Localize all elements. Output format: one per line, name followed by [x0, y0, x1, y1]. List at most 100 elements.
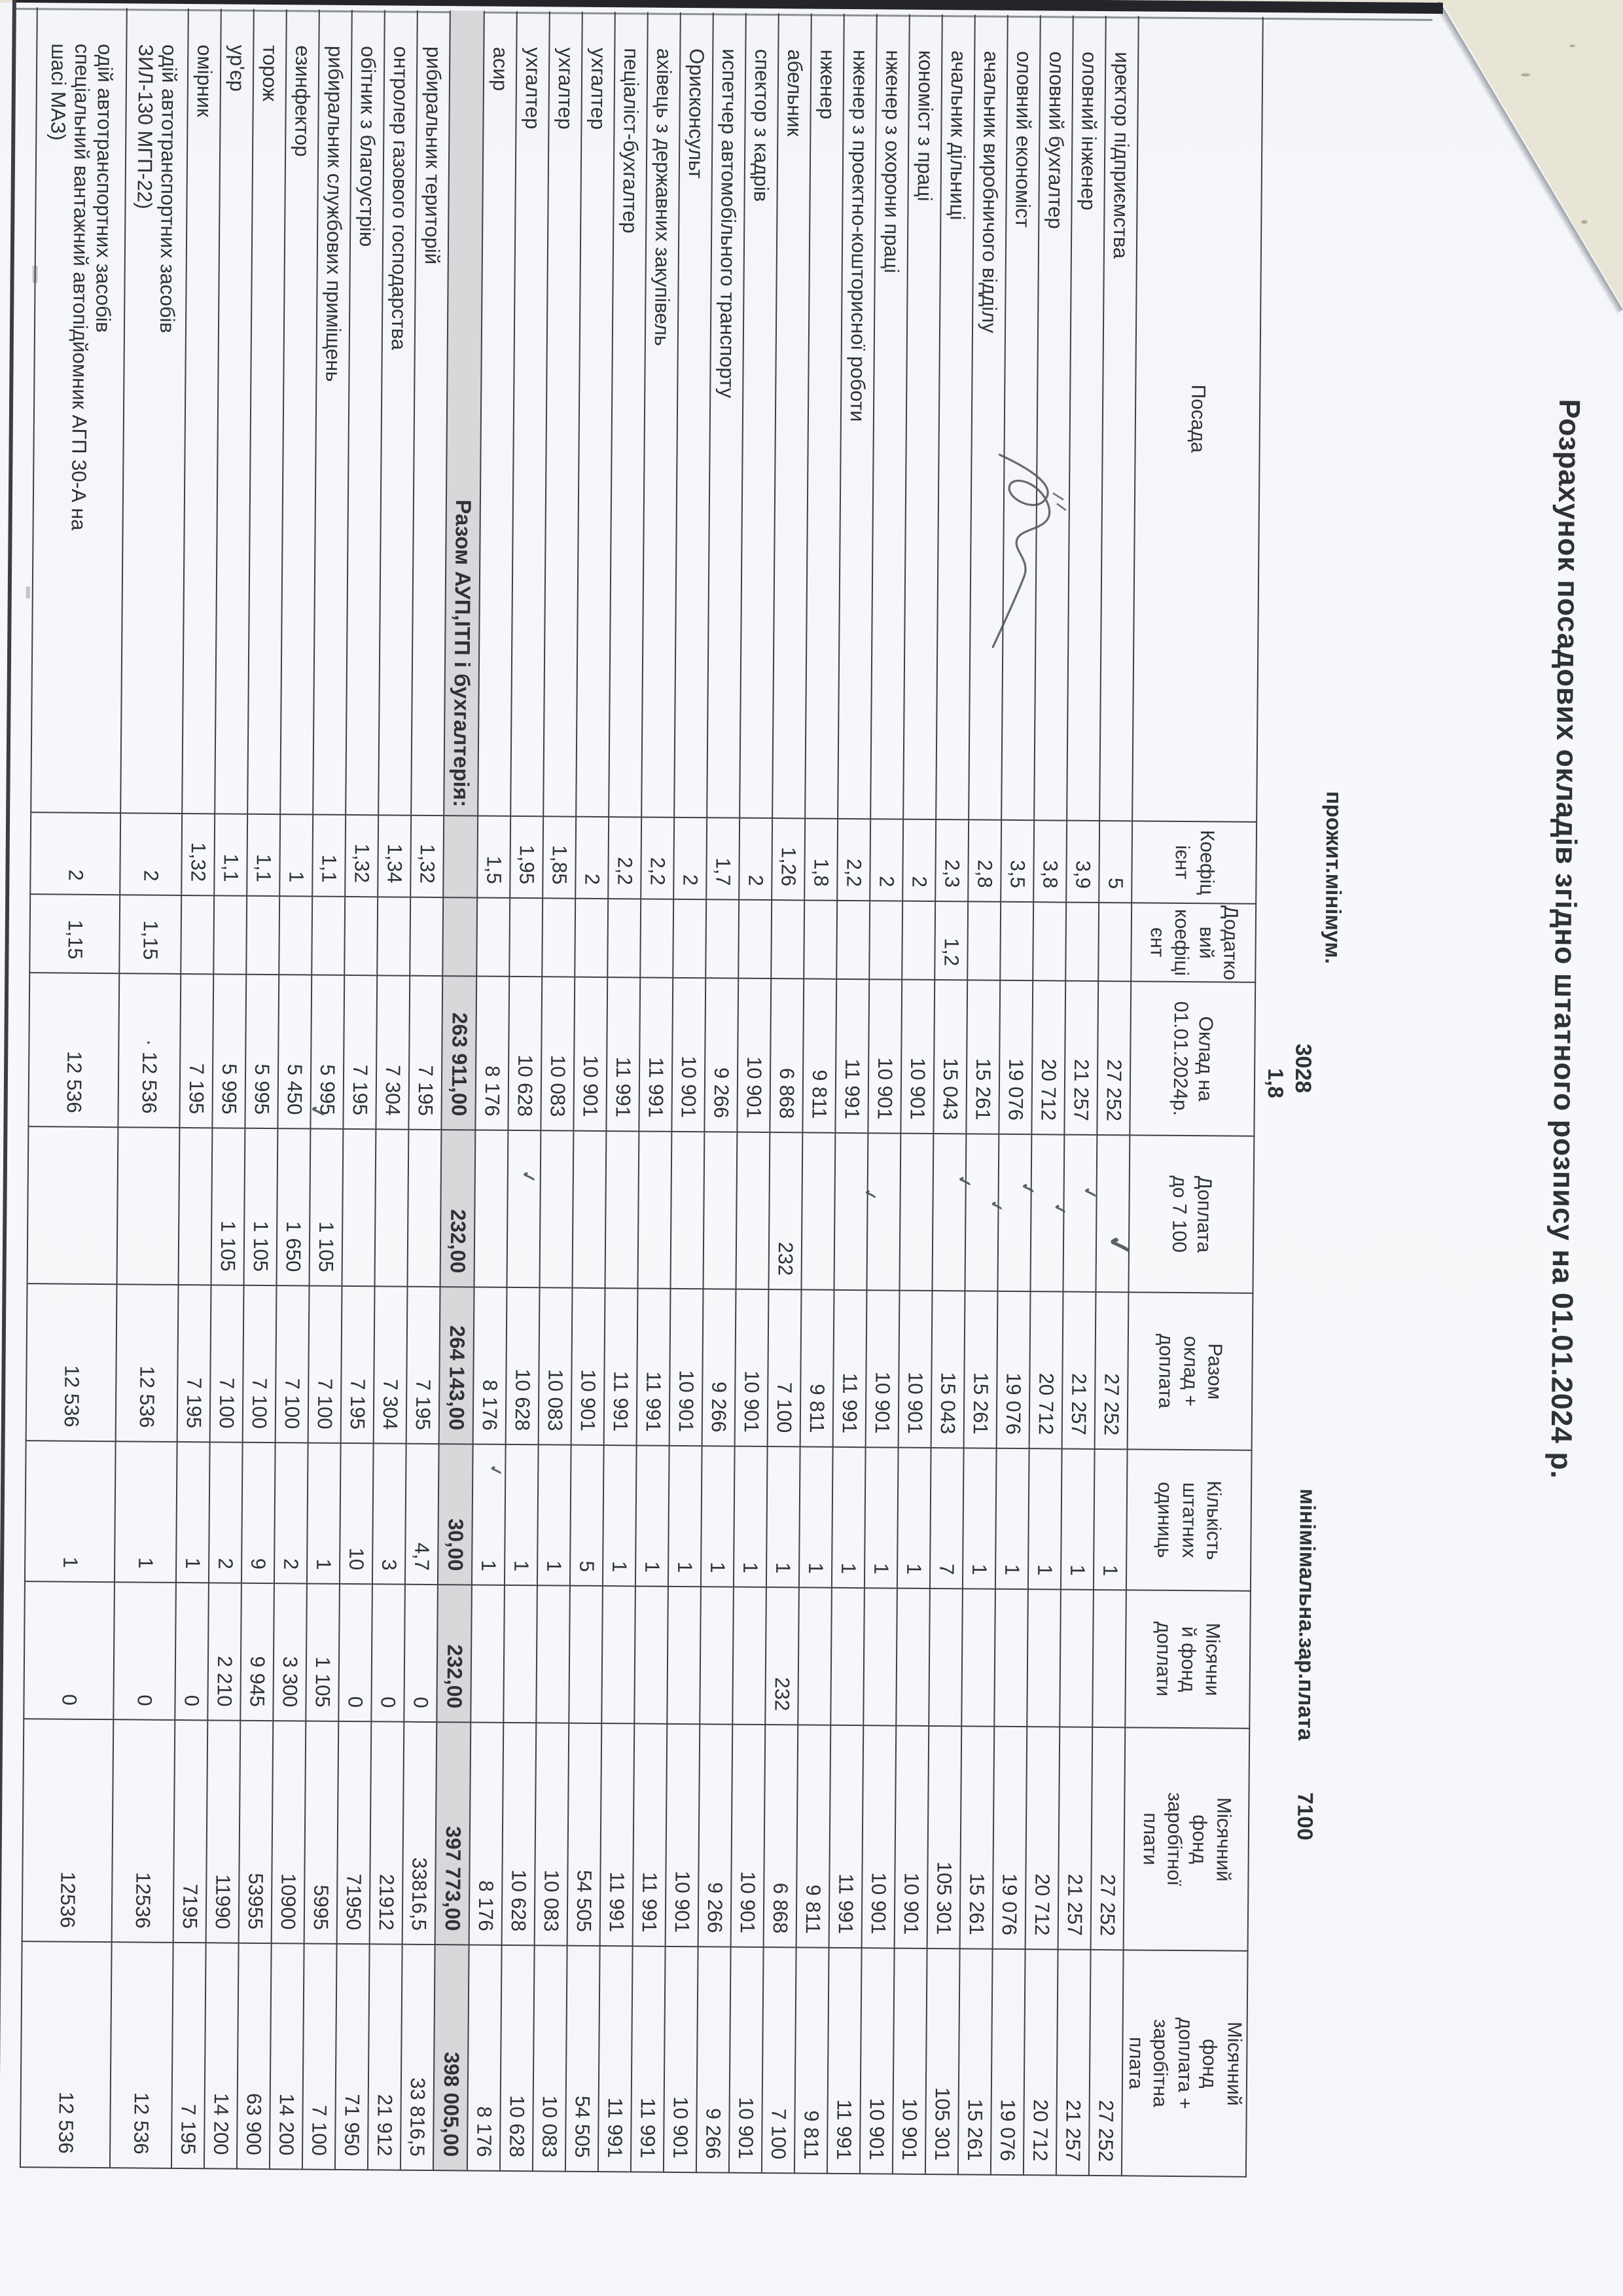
razom-cell: 11 991	[637, 1288, 671, 1446]
position-cell: Орисконсульт	[674, 12, 714, 818]
qty-cell: 1	[963, 1448, 997, 1589]
oklad-cell: 5 995	[212, 974, 247, 1128]
position-cell: иректор підприємства	[1099, 16, 1139, 821]
subsistence-minimum-label: прожит.мінімум.	[1321, 791, 1347, 965]
qty-cell: 1	[505, 1444, 539, 1586]
fond_dopl-cell	[1027, 1589, 1061, 1727]
header-row: Посада Коефіц ієнт Додатко вий коефіці єнт Окла…	[1122, 16, 1263, 2177]
fond_zp-cell: 21 257	[1058, 1727, 1093, 1950]
position-cell: Разом АУП,ІТП і бухгалтерія:	[444, 10, 485, 816]
fond_total-cell: 9 266	[696, 1946, 732, 2173]
qty-cell: 1	[668, 1445, 703, 1587]
doplata-cell	[670, 1131, 705, 1289]
fond_total-cell: 12 536	[110, 1942, 174, 2168]
fond_total-cell: 11 991	[631, 1946, 666, 2172]
position-cell: ухгалтер	[543, 11, 583, 817]
fond_total-cell: 12 536	[20, 1941, 113, 2168]
fond_dopl-cell: 0	[175, 1582, 209, 1721]
qty-cell: 1	[799, 1446, 834, 1588]
position-cell: асир	[478, 10, 518, 816]
dod-cell	[1065, 902, 1099, 981]
handwritten-squiggle	[991, 454, 1067, 649]
fond_zp-cell: 11 991	[600, 1723, 635, 1946]
razom-cell: 11 991	[604, 1288, 638, 1446]
fond_total-cell: 10 628	[500, 1945, 535, 2172]
doplata-cell: 1 105	[244, 1128, 278, 1286]
dod-cell	[771, 900, 805, 979]
oklad-cell: 8 176	[475, 976, 510, 1130]
fond_zp-cell: 7195	[173, 1719, 208, 1943]
qty-cell: 1	[832, 1446, 866, 1588]
position-cell: онтролер газового господарства	[378, 10, 418, 816]
qty-cell: 1	[307, 1443, 342, 1584]
razom-cell: 9 811	[800, 1289, 834, 1447]
col-header-2: Додатко вий коефіці єнт	[1131, 903, 1257, 982]
scan-speck	[1581, 220, 1588, 224]
scan-speck	[1521, 73, 1530, 77]
fond_total-cell: 8 176	[467, 1945, 503, 2171]
fond_zp-cell: 54 505	[567, 1723, 602, 1946]
dod-cell	[804, 900, 838, 979]
doplata-cell: 232	[768, 1132, 803, 1290]
oklad-cell: 9 266	[704, 978, 739, 1132]
qty-cell: 1	[115, 1441, 178, 1583]
razom-cell: 12 536	[116, 1284, 179, 1442]
razom-cell: 15 261	[964, 1291, 998, 1448]
oklad-cell: 11 991	[606, 977, 641, 1132]
oklad-cell: 19 076	[999, 980, 1033, 1135]
koef-cell: 2	[739, 817, 773, 901]
fond_zp-cell: 6 868	[764, 1725, 798, 1948]
razom-cell: 12 536	[26, 1283, 118, 1442]
qty-cell: 1	[897, 1447, 932, 1588]
oklad-cell: 11 991	[639, 977, 673, 1132]
fond_dopl-cell	[830, 1587, 865, 1726]
position-cell: одій автотранспортних засобів спеціальний…	[31, 7, 128, 814]
minimum-wage-label: мінімімальна.зар.плата	[1294, 1488, 1321, 1741]
koef-cell: 1,1	[247, 814, 281, 897]
fond_dopl-cell: 3 300	[273, 1583, 308, 1721]
fond_dopl-cell	[634, 1586, 669, 1724]
fond_dopl-cell: 232	[765, 1587, 800, 1725]
fond_total-cell: 11 991	[827, 1947, 863, 2174]
doplata-cell	[866, 1133, 901, 1291]
dod-cell	[542, 898, 576, 977]
doplata-cell: 1 105	[211, 1128, 245, 1285]
fond_dopl-cell	[569, 1585, 603, 1724]
doplata-cell	[703, 1132, 738, 1289]
dod-cell	[312, 896, 346, 975]
fond_dopl-cell	[1060, 1589, 1094, 1727]
koef-cell: 2	[575, 816, 609, 899]
qty-cell: 7	[930, 1447, 965, 1589]
salary-table: Посада Коефіц ієнт Додатко вий коефіці єнт Окла…	[20, 7, 1263, 2178]
fond_total-cell: 10 901	[893, 1948, 928, 2174]
fond_total-cell: 71 950	[335, 1943, 370, 2170]
fond_dopl-cell	[863, 1588, 898, 1726]
qty-cell: 1	[25, 1441, 116, 1583]
fond_total-cell: 10 901	[664, 1946, 699, 2173]
position-cell: оловний економіст	[1001, 14, 1041, 821]
oklad-cell: 263 911,00	[441, 976, 477, 1130]
scanned-sheet	[0, 3, 1623, 2296]
position-cell: спектор з кадрів	[740, 12, 779, 819]
dod-cell: 1,15	[119, 895, 182, 974]
qty-cell: 1	[995, 1448, 1030, 1590]
razom-cell: 11 991	[833, 1289, 867, 1448]
doplata-cell: 1 650	[277, 1128, 311, 1286]
scan-speck	[1569, 45, 1575, 47]
koef-cell: 2	[902, 819, 936, 902]
fond_zp-cell: 10 901	[862, 1725, 897, 1948]
razom-cell: 27 252	[1095, 1291, 1129, 1450]
fond_zp-cell: 397 773,00	[435, 1722, 471, 1945]
koef-cell: 2	[673, 817, 707, 900]
doplata-cell	[408, 1129, 442, 1287]
koef-cell: 1,5	[477, 816, 511, 898]
dod-cell	[1000, 901, 1034, 981]
fond_zp-cell: 12536	[22, 1719, 114, 1943]
razom-cell: 10 083	[539, 1287, 573, 1445]
qty-cell: 1	[766, 1446, 801, 1588]
fond_dopl-cell: 0	[371, 1584, 406, 1722]
doplata-cell	[539, 1130, 574, 1288]
koef-cell: 2,2	[641, 817, 675, 899]
fond_zp-cell: 10 901	[666, 1723, 700, 1947]
